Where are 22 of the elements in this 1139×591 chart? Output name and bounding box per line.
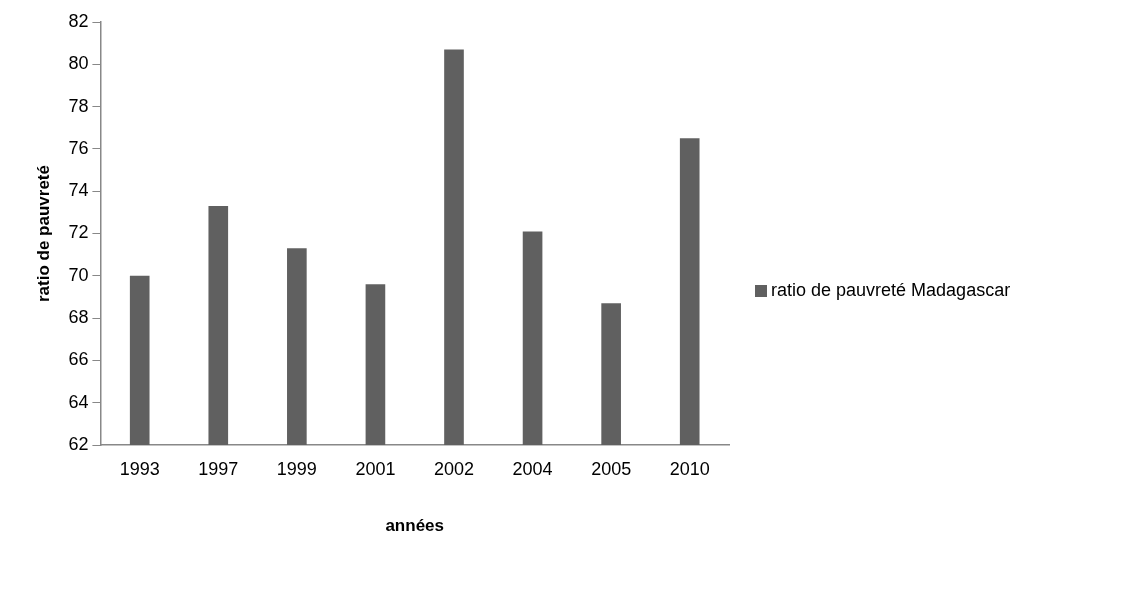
y-tick-label: 68: [68, 307, 89, 328]
x-axis-title: années: [385, 516, 445, 536]
y-axis-title: ratio de pauvreté: [33, 165, 53, 302]
y-tick-label: 70: [68, 264, 89, 285]
x-tick-label: 2001: [355, 458, 396, 479]
y-tick-label: 66: [68, 349, 89, 370]
legend-label: ratio de pauvreté Madagascar: [771, 280, 1011, 301]
y-tick-label: 82: [68, 10, 89, 31]
x-tick-label: 2005: [591, 458, 632, 479]
x-tick-label: 2010: [669, 458, 710, 479]
y-tick-label: 74: [68, 180, 89, 201]
x-tick-label: 2004: [512, 458, 553, 479]
y-tick-label: 76: [68, 137, 89, 158]
y-tick-label: 78: [68, 95, 89, 116]
y-tick-label: 64: [68, 391, 89, 412]
y-tick-label: 80: [68, 53, 89, 74]
x-tick-label: 1999: [276, 458, 317, 479]
y-tick-label: 62: [68, 433, 89, 454]
x-tick-label: 1993: [119, 458, 160, 479]
y-tick-label: 72: [68, 222, 89, 243]
x-tick-label: 1997: [198, 458, 239, 479]
x-tick-label: 2002: [433, 458, 475, 479]
